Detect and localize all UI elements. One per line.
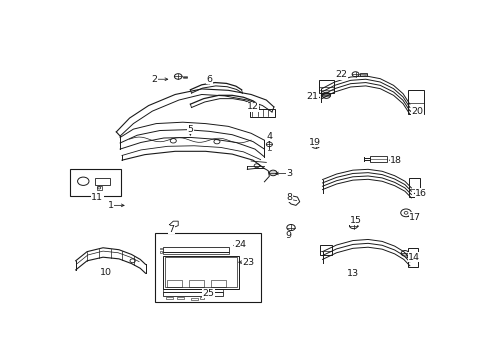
Text: 9: 9 [285, 231, 292, 240]
Text: 24: 24 [235, 240, 246, 249]
Bar [167, 280, 182, 287]
Bar [166, 297, 172, 299]
Text: 14: 14 [409, 253, 420, 262]
Bar [160, 248, 162, 249]
Text: 15: 15 [349, 216, 362, 225]
Bar [408, 248, 418, 267]
Bar [96, 177, 110, 185]
Bar [155, 233, 261, 302]
Bar [163, 252, 229, 255]
Bar [191, 298, 198, 300]
Text: 10: 10 [99, 268, 112, 277]
Bar [370, 156, 388, 162]
Text: 23: 23 [242, 258, 254, 267]
Bar [211, 280, 226, 287]
Text: 21: 21 [307, 92, 318, 101]
Text: 16: 16 [415, 189, 427, 198]
Bar [320, 245, 332, 255]
Text: 1: 1 [108, 201, 114, 210]
Bar [163, 256, 239, 288]
Text: 19: 19 [309, 138, 321, 147]
Text: 5: 5 [187, 125, 194, 134]
Bar [97, 186, 102, 190]
Bar [250, 109, 275, 117]
Text: 8: 8 [286, 193, 292, 202]
Text: 3: 3 [286, 169, 292, 178]
Text: 25: 25 [202, 289, 215, 298]
Text: 22: 22 [336, 70, 347, 79]
Bar [189, 280, 204, 287]
Text: 13: 13 [347, 269, 359, 278]
Text: 4: 4 [267, 131, 272, 140]
Bar [409, 178, 420, 197]
Bar [360, 73, 368, 76]
Text: 18: 18 [390, 156, 402, 165]
Bar [177, 297, 184, 299]
Bar [70, 169, 121, 195]
Bar [200, 297, 204, 299]
Text: 17: 17 [409, 213, 421, 222]
Text: 2: 2 [151, 75, 157, 84]
Text: 7: 7 [169, 225, 174, 234]
Text: 12: 12 [247, 103, 259, 112]
Bar [408, 90, 423, 114]
Text: 11: 11 [91, 193, 103, 202]
Bar [160, 251, 162, 253]
Text: 20: 20 [412, 107, 423, 116]
Bar [163, 289, 223, 292]
Bar [318, 80, 334, 93]
Bar [165, 257, 238, 287]
Bar [163, 247, 229, 252]
Text: 6: 6 [206, 75, 212, 84]
Bar [163, 292, 223, 296]
